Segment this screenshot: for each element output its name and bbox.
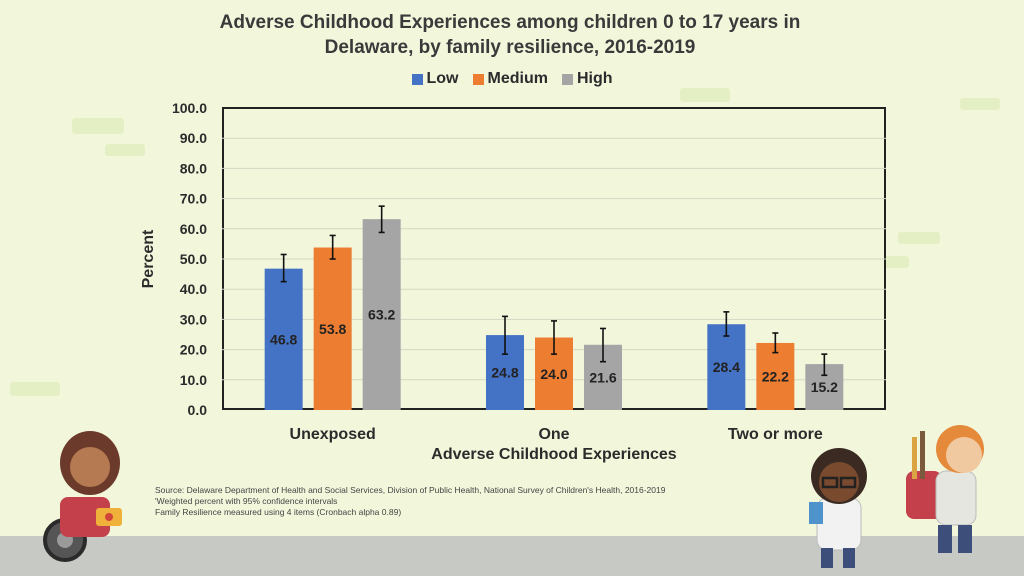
data-label: 24.8 bbox=[491, 365, 518, 381]
bar-high bbox=[362, 219, 401, 410]
legend-item-medium: Medium bbox=[472, 70, 548, 88]
data-label: 63.2 bbox=[368, 307, 395, 323]
legend-item-low: Low bbox=[411, 70, 459, 88]
background-patch bbox=[105, 144, 145, 156]
y-tick-label: 40.0 bbox=[180, 281, 207, 297]
y-tick-label: 60.0 bbox=[180, 221, 207, 237]
boy-backpack-illustration bbox=[906, 425, 984, 553]
y-tick-label: 10.0 bbox=[180, 372, 207, 388]
legend: Low Medium High bbox=[0, 70, 1024, 88]
y-tick-label: 30.0 bbox=[180, 311, 207, 327]
bar-medium bbox=[756, 342, 795, 410]
y-tick-label: 80.0 bbox=[180, 160, 207, 176]
legend-label-low: Low bbox=[426, 70, 459, 87]
y-axis-label: Percent bbox=[140, 229, 157, 289]
legend-label-medium: Medium bbox=[487, 70, 548, 87]
legend-label-high: High bbox=[576, 70, 613, 87]
bar-medium bbox=[313, 247, 352, 410]
y-tick-label: 50.0 bbox=[180, 251, 207, 267]
legend-swatch-low bbox=[411, 73, 423, 85]
bar-low bbox=[264, 268, 303, 410]
data-label: 15.2 bbox=[811, 379, 838, 395]
source-line: Source: Delaware Department of Health an… bbox=[155, 485, 666, 495]
weighting-note: 'Weighted percent with 95% confidence in… bbox=[155, 496, 338, 506]
girl-wheelchair-illustration bbox=[43, 431, 122, 562]
data-label: 28.4 bbox=[713, 359, 740, 375]
data-label: 22.2 bbox=[762, 368, 789, 384]
chart-title: Adverse Childhood Experiences among chil… bbox=[219, 12, 801, 58]
legend-swatch-high bbox=[561, 73, 573, 85]
y-tick-label: 90.0 bbox=[180, 130, 207, 146]
x-axis-label: Adverse Childhood Experiences bbox=[431, 446, 677, 463]
background-patch bbox=[72, 118, 124, 134]
x-tick-label: One bbox=[538, 426, 569, 443]
legend-item-high: High bbox=[561, 70, 613, 88]
bar-low bbox=[707, 324, 746, 410]
data-label: 53.8 bbox=[319, 321, 346, 337]
legend-swatch-medium bbox=[472, 73, 484, 85]
y-tick-label: 20.0 bbox=[180, 342, 207, 358]
boy-glasses-illustration bbox=[809, 448, 867, 568]
x-tick-label: Two or more bbox=[728, 426, 823, 443]
x-tick-label: Unexposed bbox=[290, 426, 376, 443]
y-tick-label: 70.0 bbox=[180, 191, 207, 207]
background-patch bbox=[960, 98, 1000, 110]
data-label: 21.6 bbox=[589, 369, 616, 385]
data-label: 24.0 bbox=[540, 366, 567, 382]
background-patch bbox=[898, 232, 940, 244]
data-label: 46.8 bbox=[270, 331, 297, 347]
background-patch bbox=[680, 88, 730, 102]
y-tick-label: 100.0 bbox=[172, 100, 207, 116]
source-notes: Source: Delaware Department of Health an… bbox=[155, 485, 795, 518]
resilience-note: Family Resilience measured using 4 items… bbox=[155, 507, 402, 517]
background-patch bbox=[10, 382, 60, 396]
y-tick-label: 0.0 bbox=[188, 402, 208, 418]
